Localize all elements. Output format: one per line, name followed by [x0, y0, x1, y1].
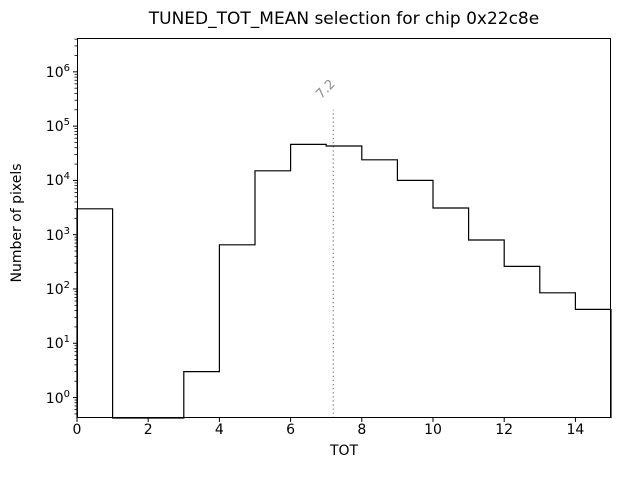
x-tick-label: 0 — [72, 422, 82, 438]
x-tick-label: 6 — [286, 422, 296, 438]
histogram-steps — [76, 143, 612, 419]
x-tick-label: 10 — [424, 422, 442, 438]
x-tick-label: 2 — [143, 422, 153, 438]
x-tick-label: 14 — [566, 422, 585, 438]
y-tick-label: 106 — [45, 63, 70, 81]
y-tick-label: 103 — [45, 225, 70, 244]
y-tick-label: 105 — [45, 117, 70, 135]
x-tick-label: 8 — [357, 422, 367, 438]
x-axis-label: TOT — [329, 443, 359, 459]
y-axis-label: Number of pixels — [9, 163, 25, 283]
plot-area — [73, 38, 612, 422]
histogram-svg — [73, 38, 612, 422]
axes-frame — [77, 38, 611, 418]
chart-title: TUNED_TOT_MEAN selection for chip 0x22c8… — [148, 9, 540, 29]
x-tick-label: 12 — [495, 422, 514, 438]
y-tick-label: 104 — [45, 171, 70, 190]
x-tick-label: 4 — [214, 422, 224, 438]
y-tick-label: 101 — [45, 334, 70, 353]
y-tick-label: 100 — [45, 388, 70, 407]
y-tick-label: 102 — [45, 280, 70, 298]
